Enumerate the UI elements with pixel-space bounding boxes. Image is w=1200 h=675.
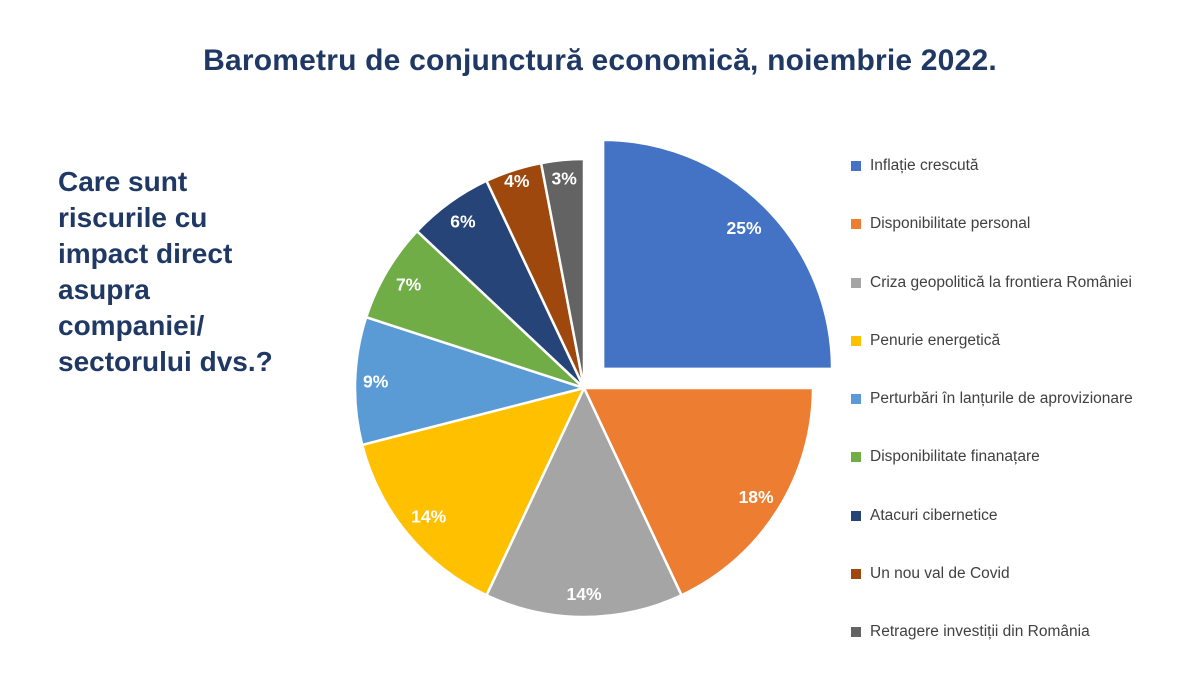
legend-color-swatch: [851, 277, 861, 288]
legend-label: Retragere investiții din România: [870, 623, 1090, 640]
pie-slice-3: [485, 386, 683, 619]
legend-label: Inflație crescută: [870, 157, 979, 174]
chart-legend: Inflație crescută Disponibilitate persona…: [851, 156, 1181, 642]
legend-item-4: Penurie energetică: [851, 331, 1181, 351]
legend-item-8: Un nou val de Covid: [851, 564, 1181, 584]
legend-item-5: Perturbări în lanțurile de aprovizionare: [851, 389, 1181, 409]
legend-item-3: Criza geopolitică la frontiera României: [851, 273, 1181, 293]
question-text: Care sunt riscurile cu impact direct asu…: [58, 166, 273, 377]
pie-slice-label-8: 4%: [504, 171, 530, 191]
pie-slice-label-2: 18%: [739, 487, 774, 507]
legend-color-swatch: [851, 161, 861, 171]
pie-slice-2: [582, 386, 815, 597]
legend-color-swatch: [851, 394, 861, 404]
legend-label: Criza geopolitică la frontiera României: [870, 273, 1132, 291]
pie-slice-label-3: 14%: [566, 584, 601, 604]
legend-item-9: Retragere investiții din România: [851, 622, 1181, 642]
legend-color-swatch: [851, 219, 861, 230]
legend-item-7: Atacuri cibernetice: [851, 506, 1181, 526]
pie-slice-label-9: 3%: [552, 168, 578, 188]
legend-label: Atacuri cibernetice: [870, 506, 998, 524]
legend-label: Disponibilitate finanațare: [870, 448, 1040, 466]
legend-color-swatch: [851, 452, 861, 463]
pie-slice-label-1: 25%: [726, 218, 761, 238]
pie-slice-label-5: 9%: [363, 372, 389, 392]
pie-slice-4: [360, 386, 586, 597]
pie-slice-label-6: 7%: [396, 274, 422, 294]
legend-label: Perturbări în lanțurile de aprovizionare: [870, 390, 1133, 407]
legend-color-swatch: [851, 510, 861, 521]
legend-color-swatch: [851, 568, 861, 579]
legend-label: Un nou val de Covid: [870, 564, 1010, 582]
pie-slice-5: [353, 315, 586, 447]
pie-slice-label-7: 6%: [450, 211, 476, 231]
pie-slice-label-4: 14%: [411, 507, 446, 527]
legend-item-2: Disponibilitate personal: [851, 214, 1181, 234]
legend-color-swatch: [851, 627, 861, 637]
legend-label: Penurie energetică: [870, 331, 1001, 349]
legend-item-1: Inflație crescută: [851, 156, 1181, 176]
pie-slice-9: [539, 157, 586, 390]
legend-color-swatch: [851, 335, 861, 346]
legend-label: Disponibilitate personal: [870, 215, 1031, 233]
pie-slice-1: [601, 138, 834, 371]
legend-item-6: Disponibilitate finanațare: [851, 447, 1181, 467]
page-title: Barometru de conjunctură economică, noie…: [203, 44, 997, 77]
